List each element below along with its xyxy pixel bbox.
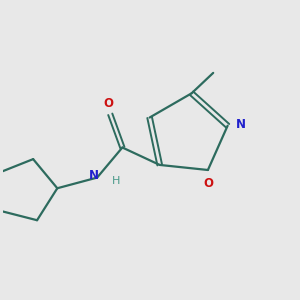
Text: H: H — [112, 176, 120, 186]
Text: N: N — [89, 169, 99, 182]
Text: O: O — [204, 177, 214, 190]
Text: O: O — [103, 97, 113, 110]
Text: N: N — [236, 118, 246, 131]
